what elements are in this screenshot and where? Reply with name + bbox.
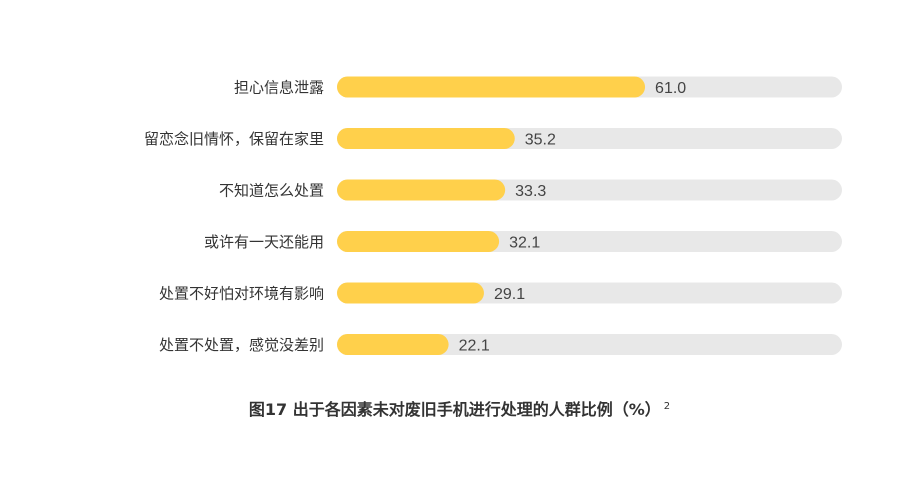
data-label: 33.3 bbox=[515, 183, 546, 200]
bar bbox=[337, 334, 449, 355]
category-label: 不知道怎么处置 bbox=[219, 182, 324, 200]
data-label: 35.2 bbox=[525, 132, 556, 149]
bar bbox=[337, 231, 500, 252]
data-label: 22.1 bbox=[459, 338, 490, 355]
bar bbox=[337, 282, 484, 304]
category-label: 担心信息泄露 bbox=[234, 79, 324, 97]
data-label: 61.0 bbox=[655, 80, 686, 97]
data-label: 32.1 bbox=[509, 235, 540, 252]
category-label: 留恋念旧情怀，保留在家里 bbox=[144, 130, 324, 148]
data-label: 29.1 bbox=[494, 286, 525, 303]
chart-title-note: 2 bbox=[663, 400, 671, 412]
chart-caption: 图17 出于各因素未对废旧手机进行处理的人群比例（%） 2 bbox=[0, 396, 919, 420]
bar-track bbox=[337, 334, 842, 355]
bar bbox=[337, 76, 646, 98]
chart-title: 图17 出于各因素未对废旧手机进行处理的人群比例（%） bbox=[248, 400, 661, 419]
bar bbox=[337, 128, 515, 149]
bar bbox=[337, 179, 506, 201]
category-label: 处置不处置，感觉没差别 bbox=[159, 336, 324, 354]
category-label: 处置不好怕对环境有影响 bbox=[159, 285, 324, 303]
category-label: 或许有一天还能用 bbox=[204, 233, 324, 251]
